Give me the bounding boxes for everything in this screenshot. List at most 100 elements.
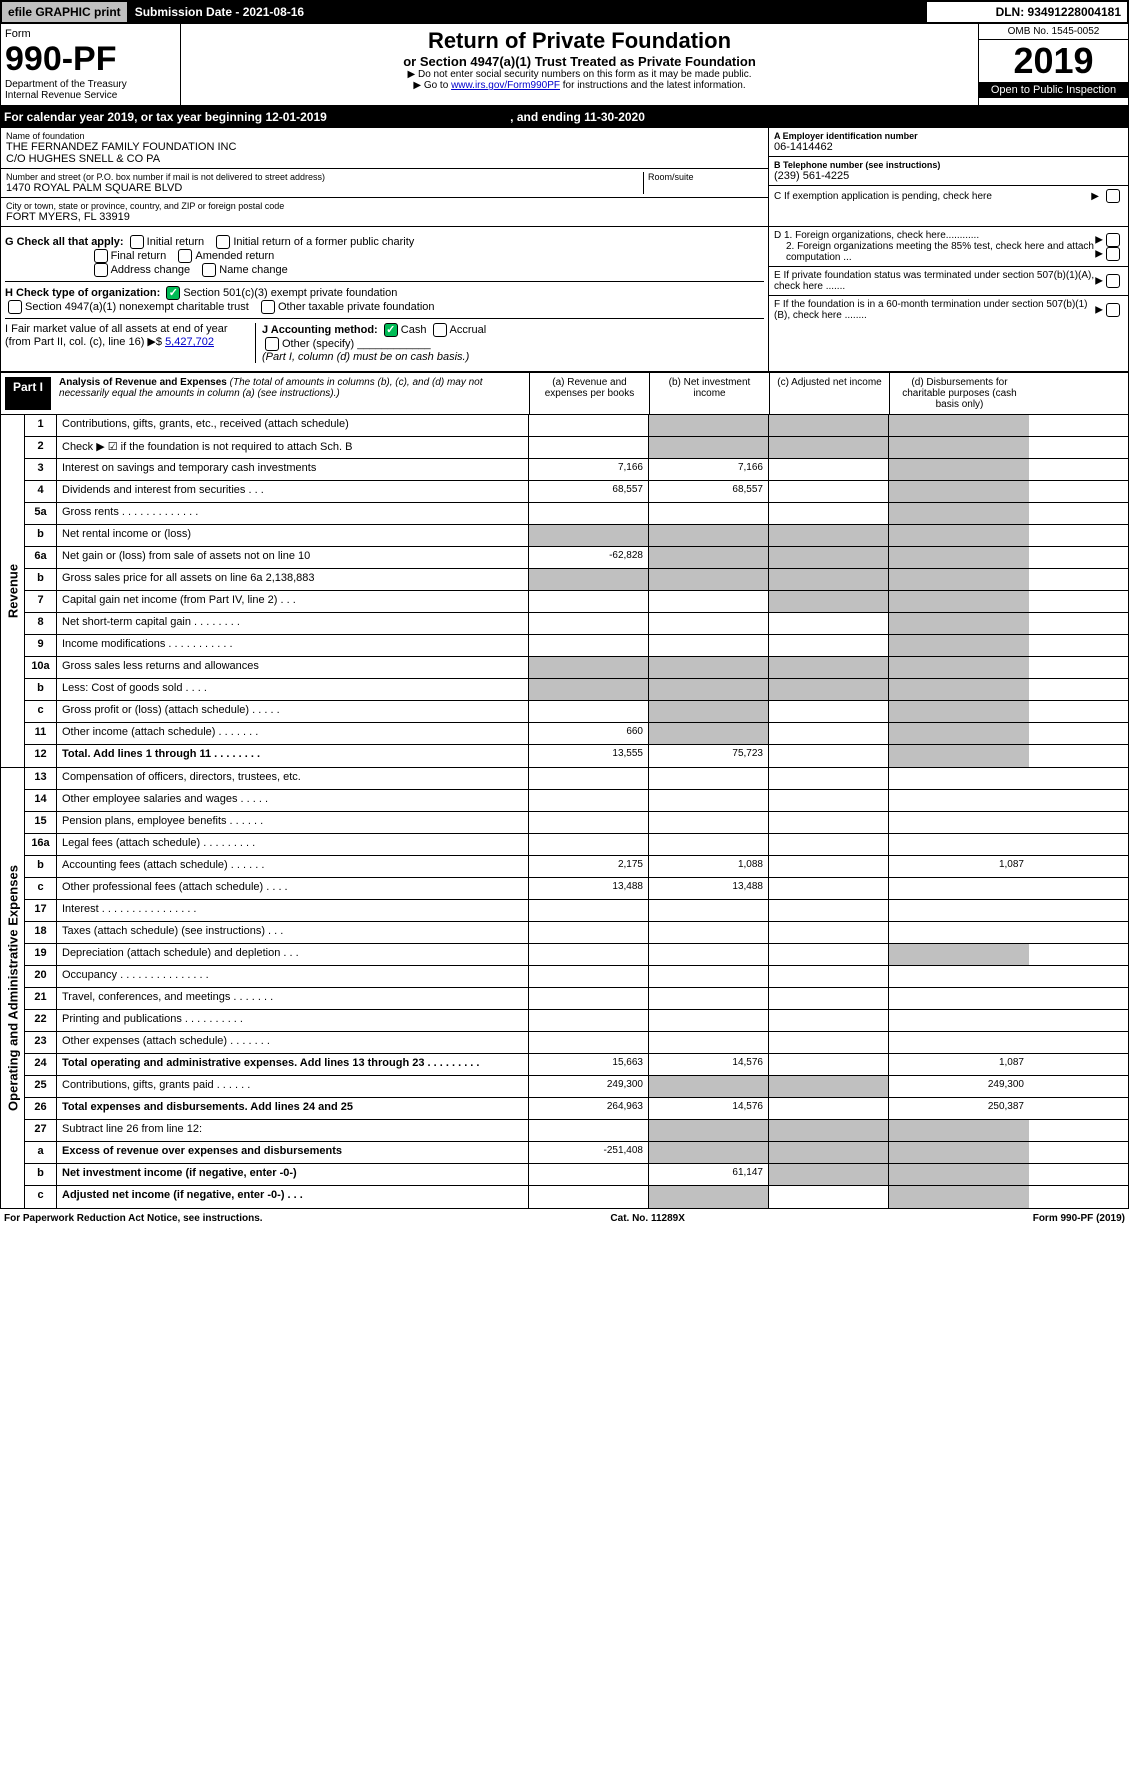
cell-c bbox=[769, 1186, 889, 1208]
row-num: c bbox=[25, 878, 57, 899]
row-desc: Occupancy . . . . . . . . . . . . . . . bbox=[57, 966, 529, 987]
ein-label: A Employer identification number bbox=[774, 131, 1123, 141]
4947a1-checkbox[interactable] bbox=[8, 300, 22, 314]
part1-label: Part I bbox=[5, 377, 51, 410]
row-num: 24 bbox=[25, 1054, 57, 1075]
cell-d bbox=[889, 1186, 1029, 1208]
omb-number: OMB No. 1545-0052 bbox=[979, 24, 1128, 40]
501c3-checkbox[interactable]: ✓ bbox=[166, 286, 180, 300]
other-taxable-checkbox[interactable] bbox=[261, 300, 275, 314]
cell-a bbox=[529, 900, 649, 921]
initial-former-checkbox[interactable] bbox=[216, 235, 230, 249]
accrual-checkbox[interactable] bbox=[433, 323, 447, 337]
e-checkbox[interactable] bbox=[1106, 274, 1120, 288]
cell-b bbox=[649, 701, 769, 722]
row-num: 11 bbox=[25, 723, 57, 744]
cell-c bbox=[769, 1076, 889, 1097]
cell-b: 68,557 bbox=[649, 481, 769, 502]
col-a-header: (a) Revenue and expenses per books bbox=[529, 373, 649, 414]
cell-d bbox=[889, 547, 1029, 568]
cell-d bbox=[889, 745, 1029, 767]
cash-checkbox[interactable]: ✓ bbox=[384, 323, 398, 337]
row-num: 10a bbox=[25, 657, 57, 678]
table-row: 4Dividends and interest from securities … bbox=[25, 481, 1128, 503]
amended-return-checkbox[interactable] bbox=[178, 249, 192, 263]
row-num: 27 bbox=[25, 1120, 57, 1141]
row-num: 14 bbox=[25, 790, 57, 811]
d2-checkbox[interactable] bbox=[1106, 247, 1120, 261]
cell-a bbox=[529, 503, 649, 524]
cell-a bbox=[529, 569, 649, 590]
cell-c bbox=[769, 657, 889, 678]
cell-a bbox=[529, 613, 649, 634]
row-num: c bbox=[25, 701, 57, 722]
d1-checkbox[interactable] bbox=[1106, 233, 1120, 247]
table-row: 25Contributions, gifts, grants paid . . … bbox=[25, 1076, 1128, 1098]
cell-c bbox=[769, 503, 889, 524]
cell-a bbox=[529, 415, 649, 436]
exemption-checkbox[interactable] bbox=[1106, 189, 1120, 203]
f-checkbox[interactable] bbox=[1106, 303, 1120, 317]
address-change-checkbox[interactable] bbox=[94, 263, 108, 277]
table-row: 19Depreciation (attach schedule) and dep… bbox=[25, 944, 1128, 966]
open-inspection: Open to Public Inspection bbox=[979, 82, 1128, 98]
row-num: 9 bbox=[25, 635, 57, 656]
identity-block: Name of foundation THE FERNANDEZ FAMILY … bbox=[0, 128, 1129, 227]
table-row: 2Check ▶ ☑ if the foundation is not requ… bbox=[25, 437, 1128, 459]
initial-return-checkbox[interactable] bbox=[130, 235, 144, 249]
table-row: bNet investment income (if negative, ent… bbox=[25, 1164, 1128, 1186]
cell-a: 13,488 bbox=[529, 878, 649, 899]
cell-c bbox=[769, 1164, 889, 1185]
cell-c bbox=[769, 856, 889, 877]
cell-c bbox=[769, 878, 889, 899]
row-num: 17 bbox=[25, 900, 57, 921]
row-desc: Excess of revenue over expenses and disb… bbox=[57, 1142, 529, 1163]
table-row: 27Subtract line 26 from line 12: bbox=[25, 1120, 1128, 1142]
foundation-co: C/O HUGHES SNELL & CO PA bbox=[6, 153, 763, 165]
cell-c bbox=[769, 547, 889, 568]
row-desc: Total. Add lines 1 through 11 . . . . . … bbox=[57, 745, 529, 767]
final-return-checkbox[interactable] bbox=[94, 249, 108, 263]
cell-d bbox=[889, 900, 1029, 921]
row-num: 20 bbox=[25, 966, 57, 987]
row-num: 2 bbox=[25, 437, 57, 458]
form-footer: Form 990-PF (2019) bbox=[1033, 1213, 1125, 1224]
table-row: aExcess of revenue over expenses and dis… bbox=[25, 1142, 1128, 1164]
addr-label: Number and street (or P.O. box number if… bbox=[6, 172, 643, 182]
tax-year: 2019 bbox=[979, 40, 1128, 82]
row-desc: Compensation of officers, directors, tru… bbox=[57, 768, 529, 789]
row-desc: Gross rents . . . . . . . . . . . . . bbox=[57, 503, 529, 524]
cell-d bbox=[889, 415, 1029, 436]
cell-a bbox=[529, 922, 649, 943]
row-desc: Gross sales less returns and allowances bbox=[57, 657, 529, 678]
cell-a bbox=[529, 701, 649, 722]
note-ssn: ▶ Do not enter social security numbers o… bbox=[185, 69, 974, 80]
other-method-checkbox[interactable] bbox=[265, 337, 279, 351]
row-desc: Interest on savings and temporary cash i… bbox=[57, 459, 529, 480]
fmv-link[interactable]: 5,427,702 bbox=[165, 336, 214, 348]
row-desc: Gross sales price for all assets on line… bbox=[57, 569, 529, 590]
row-desc: Contributions, gifts, grants, etc., rece… bbox=[57, 415, 529, 436]
foundation-name: THE FERNANDEZ FAMILY FOUNDATION INC bbox=[6, 141, 763, 153]
table-row: 14Other employee salaries and wages . . … bbox=[25, 790, 1128, 812]
row-num: 1 bbox=[25, 415, 57, 436]
cell-a bbox=[529, 1164, 649, 1185]
table-row: 18Taxes (attach schedule) (see instructi… bbox=[25, 922, 1128, 944]
table-row: 16aLegal fees (attach schedule) . . . . … bbox=[25, 834, 1128, 856]
row-desc: Contributions, gifts, grants paid . . . … bbox=[57, 1076, 529, 1097]
table-row: 21Travel, conferences, and meetings . . … bbox=[25, 988, 1128, 1010]
cell-c bbox=[769, 1120, 889, 1141]
row-desc: Check ▶ ☑ if the foundation is not requi… bbox=[57, 437, 529, 458]
top-bar: efile GRAPHIC print Submission Date - 20… bbox=[0, 0, 1129, 24]
efile-label: efile GRAPHIC print bbox=[2, 2, 129, 22]
cell-a bbox=[529, 1032, 649, 1053]
name-change-checkbox[interactable] bbox=[202, 263, 216, 277]
cell-d: 249,300 bbox=[889, 1076, 1029, 1097]
dln: DLN: 93491228004181 bbox=[927, 2, 1127, 22]
cell-a bbox=[529, 768, 649, 789]
row-desc: Printing and publications . . . . . . . … bbox=[57, 1010, 529, 1031]
irs-link[interactable]: www.irs.gov/Form990PF bbox=[451, 80, 560, 91]
cell-d bbox=[889, 944, 1029, 965]
cell-d: 1,087 bbox=[889, 856, 1029, 877]
table-row: 11Other income (attach schedule) . . . .… bbox=[25, 723, 1128, 745]
